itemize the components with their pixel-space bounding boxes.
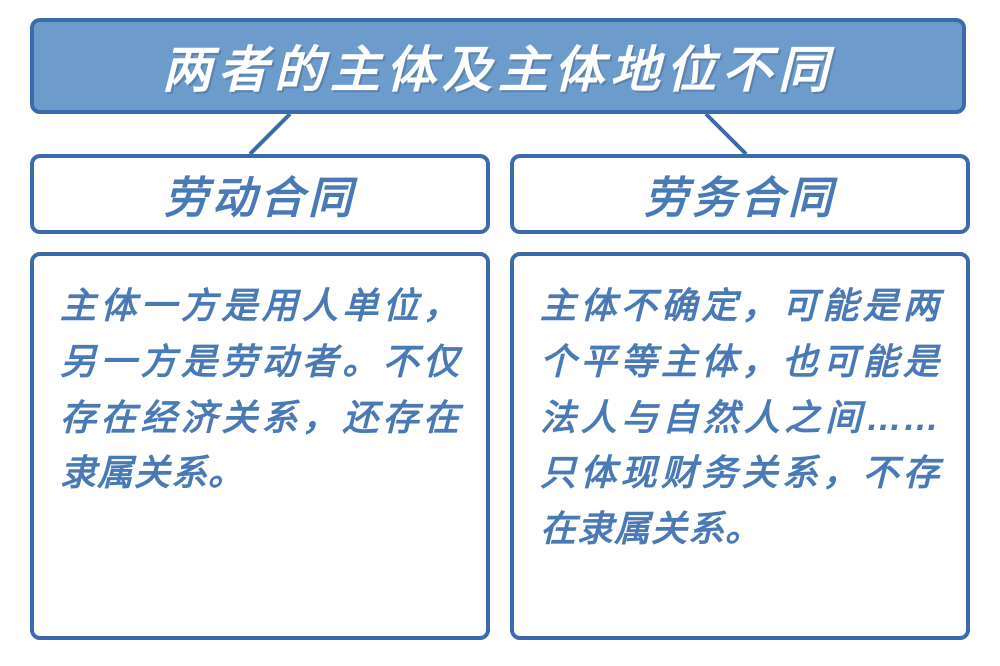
diagram-container: 两者的主体及主体地位不同 劳动合同 劳务合同 主体一方是用人单位，另一方是劳动者… xyxy=(30,18,970,640)
left-content-text: 主体一方是用人单位，另一方是劳动者。不仅存在经济关系，还存在隶属关系。 xyxy=(60,278,460,501)
connector-left-icon xyxy=(230,114,310,154)
left-subheader-box: 劳动合同 xyxy=(30,154,490,234)
right-subheader-title: 劳务合同 xyxy=(644,162,836,226)
right-content-text: 主体不确定，可能是两个平等主体，也可能是法人与自然人之间……只体现财务关系，不存… xyxy=(540,278,940,557)
content-row: 主体一方是用人单位，另一方是劳动者。不仅存在经济关系，还存在隶属关系。 主体不确… xyxy=(30,252,970,640)
right-content-box: 主体不确定，可能是两个平等主体，也可能是法人与自然人之间……只体现财务关系，不存… xyxy=(510,252,970,640)
connector-row xyxy=(30,114,966,154)
left-content-box: 主体一方是用人单位，另一方是劳动者。不仅存在经济关系，还存在隶属关系。 xyxy=(30,252,490,640)
header-box: 两者的主体及主体地位不同 xyxy=(30,18,966,114)
header-title: 两者的主体及主体地位不同 xyxy=(162,30,834,102)
right-subheader-box: 劳务合同 xyxy=(510,154,970,234)
connector-right-icon xyxy=(686,114,766,154)
subheader-row: 劳动合同 劳务合同 xyxy=(30,154,970,234)
left-subheader-title: 劳动合同 xyxy=(164,162,356,226)
